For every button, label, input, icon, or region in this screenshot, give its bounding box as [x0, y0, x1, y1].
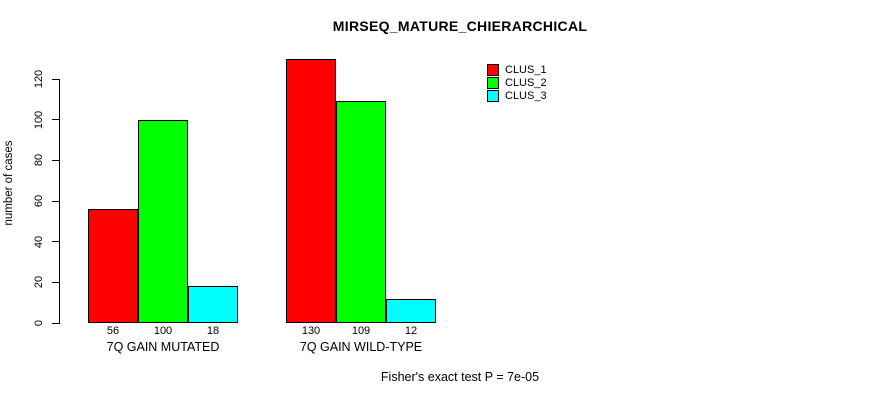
legend: CLUS_1 CLUS_2 CLUS_3 [487, 63, 547, 102]
category-label: 7Q GAIN MUTATED [106, 340, 220, 354]
y-tick-mark [52, 322, 59, 324]
legend-label: CLUS_3 [505, 89, 547, 102]
y-tick-label: 20 [33, 276, 45, 289]
bar-clus_1-1 [88, 209, 138, 323]
bar-value-label: 12 [404, 325, 418, 337]
y-tick-label: 40 [33, 235, 45, 248]
y-tick-mark [52, 281, 59, 283]
bar-clus_3-1 [188, 286, 238, 323]
footer-note: Fisher's exact test P = 7e-05 [380, 370, 540, 384]
y-tick-label: 80 [33, 154, 45, 167]
y-tick-mark [52, 241, 59, 243]
legend-label: CLUS_1 [505, 63, 547, 76]
legend-swatch-icon [487, 89, 499, 102]
legend-swatch-icon [487, 76, 499, 89]
legend-item: CLUS_3 [487, 89, 547, 102]
bar-clus_1-2 [286, 59, 336, 323]
bar-value-label: 109 [351, 325, 371, 337]
y-axis-line [59, 79, 60, 324]
y-tick-label: 100 [33, 110, 45, 129]
bar-clus_2-2 [336, 101, 386, 323]
bar-value-label: 100 [153, 325, 173, 337]
y-tick-mark [52, 78, 59, 80]
bar-value-label: 130 [301, 325, 321, 337]
y-tick-mark [52, 159, 59, 161]
bar-clus_3-2 [386, 299, 436, 323]
y-tick-label: 0 [33, 319, 45, 327]
y-tick-label: 60 [33, 194, 45, 208]
y-tick-mark [52, 119, 59, 121]
y-tick-label: 120 [33, 69, 45, 89]
bar-value-label: 18 [206, 325, 220, 337]
y-axis-label: number of cases [3, 140, 15, 226]
bar-value-label: 56 [106, 325, 120, 337]
category-label: 7Q GAIN WILD-TYPE [299, 340, 423, 354]
legend-swatch-icon [487, 63, 499, 76]
legend-item: CLUS_1 [487, 63, 547, 76]
y-tick-mark [52, 200, 59, 202]
chart-title: MIRSEQ_MATURE_CHIERARCHICAL [332, 18, 588, 34]
bar-clus_2-1 [138, 120, 188, 323]
legend-item: CLUS_2 [487, 76, 547, 89]
legend-label: CLUS_2 [505, 76, 547, 89]
